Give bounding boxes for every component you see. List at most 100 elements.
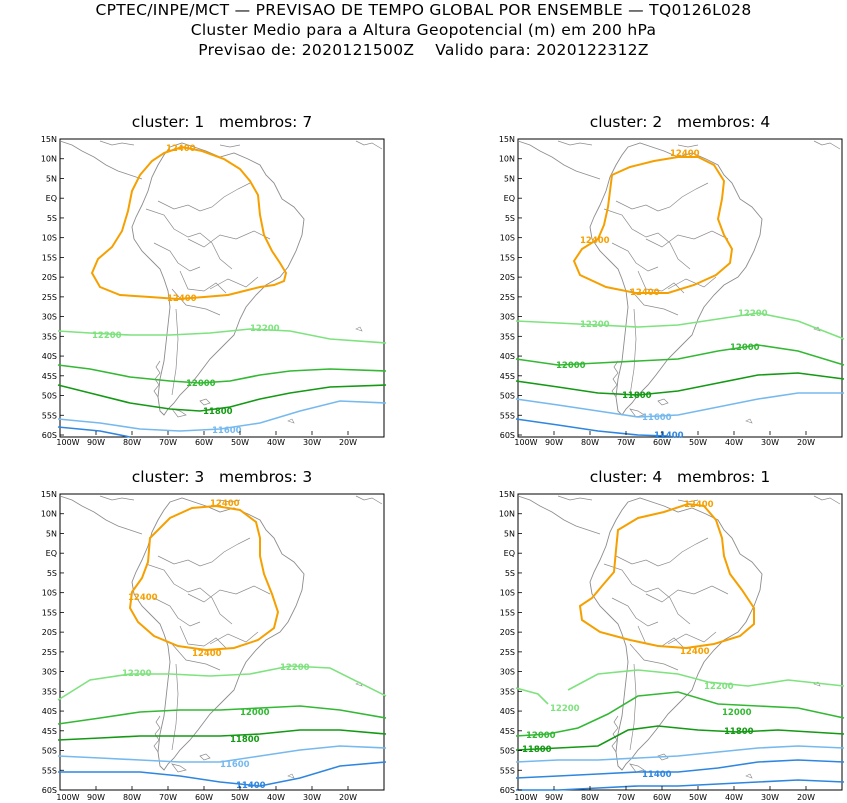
lon-tick-label: 50W (231, 793, 249, 802)
lat-tick-label: 35S (500, 687, 515, 696)
lon-tick-label: 20W (339, 793, 357, 802)
lon-tick-label: 40W (725, 438, 743, 447)
label-12200: 12200 (580, 320, 610, 330)
lon-axis: 100W 90W 80W 70W 60W 50W 40W 30W 20W (56, 786, 357, 802)
lon-tick-label: 40W (725, 793, 743, 802)
lon-tick-label: 70W (159, 793, 177, 802)
label-12400: 12400 (684, 500, 714, 510)
map-frame (517, 138, 843, 438)
lon-tick-label: 70W (617, 793, 635, 802)
label-12000: 12000 (526, 731, 556, 741)
label-11400: 11400 (642, 770, 672, 780)
contour-11800 (57, 384, 387, 412)
label-12000: 12000 (556, 361, 586, 371)
lon-tick-label: 90W (545, 438, 563, 447)
contour-12400 (572, 156, 734, 294)
label-12200: 12200 (280, 663, 310, 673)
lon-tick-label: 50W (231, 438, 249, 447)
panel-4-title: cluster: 4 membros: 1 (589, 468, 771, 486)
lon-axis: 100W 90W 80W 70W 60W 50W 40W 30W 20W (514, 431, 815, 447)
panel-3-title: cluster: 3 membros: 3 (131, 468, 313, 486)
lat-tick-label: 20S (500, 273, 515, 282)
lat-tick-label: 20S (42, 628, 57, 637)
contour-11600 (515, 392, 844, 418)
label-11800: 11800 (522, 745, 552, 755)
contour-11400 (515, 418, 669, 437)
contour-12400 (578, 502, 755, 650)
lon-tick-label: 100W (514, 438, 537, 447)
lat-tick-label: 15N (41, 490, 57, 499)
contour-12400 (128, 504, 280, 652)
label-12400: 12400 (680, 647, 710, 657)
lon-tick-label: 80W (581, 793, 599, 802)
lat-tick-label: 15N (499, 490, 515, 499)
lon-tick-label: 50W (689, 793, 707, 802)
label-12200: 12200 (122, 669, 152, 679)
label-12200: 12200 (738, 309, 768, 319)
lat-tick-label: 30S (500, 313, 515, 322)
lat-tick-label: 40S (42, 707, 57, 716)
lat-axis: 15N 10N 5N EQ 5S 10S 15S 20S 25S 30S 35S 40S 45S 50S 5… (41, 135, 64, 440)
lat-axis: 15N 10N 5N EQ 5S 10S 15S 20S 25S 30S 35S 40S 45S 50S 5… (499, 490, 522, 795)
lon-tick-label: 90W (87, 438, 105, 447)
lon-tick-label: 20W (339, 438, 357, 447)
lon-tick-label: 70W (159, 438, 177, 447)
panel-2-title: cluster: 2 membros: 4 (589, 113, 771, 131)
panel-1-title: cluster: 1 membros: 7 (131, 113, 313, 131)
label-12400: 12400 (580, 236, 610, 246)
label-12000: 12000 (186, 379, 216, 389)
lon-tick-label: 90W (545, 793, 563, 802)
lat-tick-label: EQ (46, 549, 57, 558)
contour-11400 (58, 761, 387, 787)
lat-tick-label: 55S (500, 766, 515, 775)
lat-tick-label: 5S (47, 214, 57, 223)
label-12200: 12200 (550, 704, 580, 714)
lon-axis: 100W 90W 80W 70W 60W 50W 40W 30W 20W (514, 786, 815, 802)
lat-tick-label: 5N (46, 174, 57, 183)
panel-4-map: 12400 12400 12200 12200 12000 12000 1180… (499, 490, 845, 802)
lat-tick-label: 35S (42, 687, 57, 696)
lon-tick-label: 90W (87, 793, 105, 802)
lat-tick-label: 20S (500, 628, 515, 637)
label-12200: 12200 (704, 682, 734, 692)
lat-tick-label: 50S (42, 392, 57, 401)
label-12400: 12400 (192, 649, 222, 659)
lat-tick-label: 60S (42, 431, 57, 440)
label-11600: 11600 (220, 760, 250, 770)
lon-tick-label: 30W (761, 793, 779, 802)
label-12400: 12400 (630, 288, 660, 298)
contour-11800 (515, 725, 845, 751)
lat-axis: 15N 10N 5N EQ 5S 10S 15S 20S 25S 30S 35S 40S 45S 50S 5… (499, 135, 522, 440)
label-11600: 11600 (212, 426, 242, 436)
contour-12000 (515, 344, 845, 366)
lat-tick-label: 60S (500, 786, 515, 795)
contour-11800 (515, 372, 845, 396)
lat-tick-label: 35S (42, 332, 57, 341)
lat-tick-label: 45S (500, 372, 515, 381)
lat-tick-label: 35S (500, 332, 515, 341)
lat-tick-label: 40S (42, 352, 57, 361)
panel-1-map: 12400 12400 12200 12200 12000 11800 1160… (41, 135, 387, 447)
lat-tick-label: 55S (42, 766, 57, 775)
label-12200: 12200 (92, 331, 122, 341)
lat-tick-label: 55S (500, 411, 515, 420)
lat-tick-label: 5N (504, 174, 515, 183)
lat-tick-label: 10S (500, 589, 515, 598)
lat-tick-label: 60S (500, 431, 515, 440)
lat-tick-label: 25S (500, 648, 515, 657)
lon-tick-label: 100W (514, 793, 537, 802)
lat-tick-label: 25S (42, 293, 57, 302)
lat-tick-label: 15S (42, 608, 57, 617)
contour-12200 (57, 328, 387, 344)
header-subtitle: Cluster Medio para a Altura Geopotencial… (190, 21, 657, 39)
lon-tick-label: 60W (653, 438, 671, 447)
map-frame (59, 138, 385, 438)
lat-tick-label: 5N (504, 529, 515, 538)
label-12400: 12400 (128, 593, 158, 603)
label-11800: 11800 (203, 407, 233, 417)
contour-12200 (567, 669, 845, 691)
lon-tick-label: 60W (195, 793, 213, 802)
lon-tick-label: 30W (761, 438, 779, 447)
lat-tick-label: 5S (505, 214, 515, 223)
lon-axis: 100W 90W 80W 70W 60W 50W 40W 30W 20W (56, 431, 357, 447)
